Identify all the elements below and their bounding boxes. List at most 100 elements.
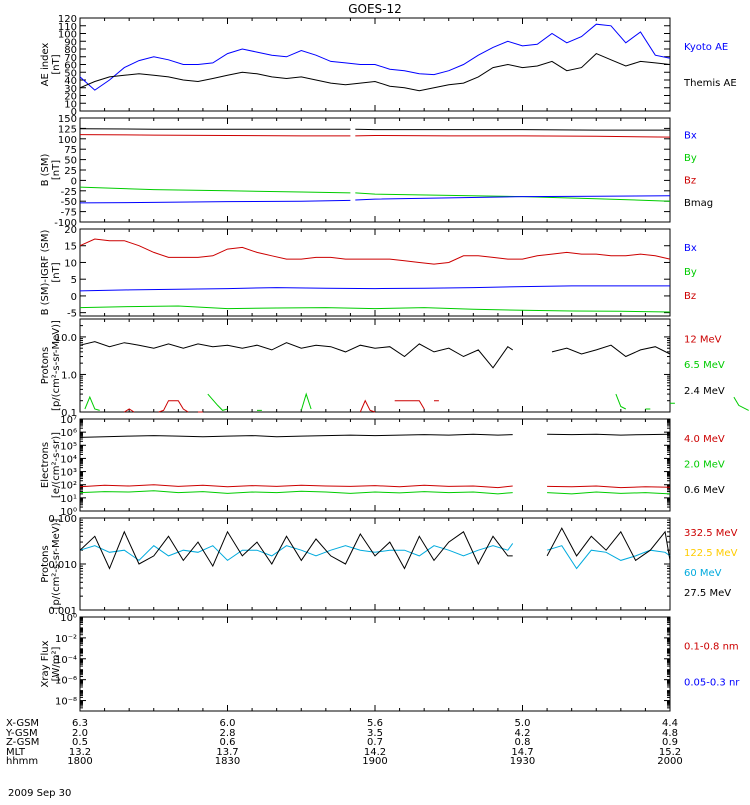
series-line xyxy=(79,433,671,438)
series-line xyxy=(79,543,671,570)
y-tick-label: 30 xyxy=(64,84,77,95)
legend-entry: 2.0 MeV xyxy=(684,460,725,471)
series-line xyxy=(79,285,670,292)
x-axis-value: 0.8 xyxy=(515,737,531,748)
legend-entry: 2.4 MeV xyxy=(684,386,725,397)
x-axis-value: 14.7 xyxy=(511,747,533,758)
series-line xyxy=(79,238,671,265)
y-axis-label: B (SM)-IGRF (SM)[nT] xyxy=(40,230,62,316)
series-line xyxy=(124,399,439,413)
y-axis-label: Electrons[e/(cm²-s-sr)] xyxy=(40,432,62,498)
panel-6: 0.0010.0100.100Protons[p/(cm²-s-sr-MeV)]… xyxy=(40,514,738,617)
y-tick-label: 10⁻² xyxy=(55,634,77,645)
y-tick-label: -100 xyxy=(54,218,77,229)
panel-5: 10⁰ 10¹ 10² 10³ 10⁴ 10⁵ 10⁶ 10⁷ Electrons[e/(cm²… xyxy=(40,415,725,518)
series-line xyxy=(79,134,671,138)
y-axis-label-line: Protons xyxy=(40,347,51,384)
y-axis-label-line: [nT] xyxy=(51,54,62,74)
y-tick-label: 50 xyxy=(64,68,77,79)
y-tick-label: 0 xyxy=(71,292,77,303)
x-axis-value: 13.7 xyxy=(216,747,238,758)
y-axis-label-line: [W/m²] xyxy=(51,646,62,681)
legend-entry: 6.5 MeV xyxy=(684,360,725,371)
y-tick-label: 0.1 xyxy=(61,408,77,419)
panel-frame xyxy=(79,228,671,317)
y-tick-label: 10⁶ xyxy=(60,428,77,439)
y-tick-label: 75 xyxy=(64,145,77,156)
y-tick-label: 150 xyxy=(58,114,77,125)
y-axis-label: Protons[p/(cm²-s-sr-MeV)] xyxy=(40,518,62,609)
y-tick-label: 10⁰ xyxy=(60,507,77,518)
x-axis-value: 14.2 xyxy=(364,747,386,758)
series-line xyxy=(79,341,671,369)
x-axis-table: X-GSM 6.3 6.0 5.6 5.0 4.4 Y-GSM 2.0 2.8 3.5 4.2 4.8… xyxy=(5,718,683,767)
y-tick-label: 10¹ xyxy=(60,494,77,505)
y-tick-label: 10³ xyxy=(60,468,77,479)
y-tick-label: 0 xyxy=(71,107,77,118)
y-tick-label: 0.001 xyxy=(48,606,77,617)
series-line xyxy=(84,392,749,411)
y-tick-label: 10² xyxy=(60,481,77,492)
x-axis-value: 5.0 xyxy=(515,718,531,729)
y-axis-label-line: Protons xyxy=(40,545,51,582)
legend-entry: Bz xyxy=(684,176,696,187)
y-tick-label: 10⁷ xyxy=(60,415,77,426)
y-tick-label: 100 xyxy=(58,30,77,41)
x-axis-row-label: MLT xyxy=(6,747,26,758)
y-tick-label: 10⁵ xyxy=(60,441,77,452)
panel-frame xyxy=(79,616,671,712)
legend-entry: 12 MeV xyxy=(684,334,722,345)
y-tick-label: 0.010 xyxy=(48,560,77,571)
chart-title: GOES-12 xyxy=(348,2,402,16)
y-tick-label: 100 xyxy=(58,135,77,146)
x-axis-value: 13.2 xyxy=(69,747,91,758)
x-axis-row-label: Y-GSM xyxy=(5,728,38,739)
panel-frame xyxy=(79,117,671,223)
x-axis-value: 0.7 xyxy=(367,737,383,748)
legend-entry: 0.05-0.3 nr xyxy=(684,678,740,689)
x-axis-value: 0.9 xyxy=(662,737,678,748)
y-tick-label: -75 xyxy=(61,208,77,219)
y-tick-label: 90 xyxy=(64,37,77,48)
y-tick-label: 20 xyxy=(64,225,77,236)
legend-entry: 122.5 MeV xyxy=(684,548,738,559)
y-tick-label: 110 xyxy=(58,22,77,33)
x-axis-value: 0.5 xyxy=(72,737,88,748)
panel-frame xyxy=(79,318,671,413)
legend-entry: 27.5 MeV xyxy=(684,588,731,599)
y-tick-label: 10⁻⁸ xyxy=(55,697,77,708)
legend-entry: Bz xyxy=(684,291,696,302)
legend-entry: Bmag xyxy=(684,198,713,209)
legend-entry: By xyxy=(684,153,697,164)
series-line xyxy=(79,527,671,570)
y-tick-label: 15 xyxy=(64,242,77,253)
y-tick-label: 10⁻⁶ xyxy=(55,676,77,687)
y-axis-label-line: [nT] xyxy=(51,262,62,282)
y-axis-label-line: Xray Flux xyxy=(40,640,51,687)
y-axis-label-line: B (SM)-IGRF (SM) xyxy=(40,230,51,316)
series-line xyxy=(79,23,671,91)
y-tick-label: -5 xyxy=(67,309,77,320)
x-axis-value: 5.6 xyxy=(367,718,383,729)
y-tick-label: 125 xyxy=(58,124,77,135)
series-line xyxy=(79,305,671,313)
y-axis-label-line: B (SM) xyxy=(40,153,51,186)
y-tick-label: 10.0 xyxy=(55,333,77,344)
x-axis-value: 2.8 xyxy=(220,728,236,739)
legend-entry: 0.1-0.8 nm xyxy=(684,642,739,653)
y-axis-label: AE index[nT] xyxy=(40,43,62,87)
x-axis-row-label: hhmm xyxy=(6,756,38,767)
x-axis-value: 1930 xyxy=(510,756,535,767)
legend-entry: Bx xyxy=(684,130,697,141)
y-axis-label-line: [p/(cm²-s-sr-MeV)] xyxy=(51,320,62,411)
x-axis-value: 6.0 xyxy=(220,718,236,729)
y-axis-label-line: [nT] xyxy=(51,160,62,180)
y-axis-label-line: [e/(cm²-s-sr)] xyxy=(51,432,62,498)
series-line xyxy=(79,490,671,495)
legend-entry: 332.5 MeV xyxy=(684,528,738,539)
